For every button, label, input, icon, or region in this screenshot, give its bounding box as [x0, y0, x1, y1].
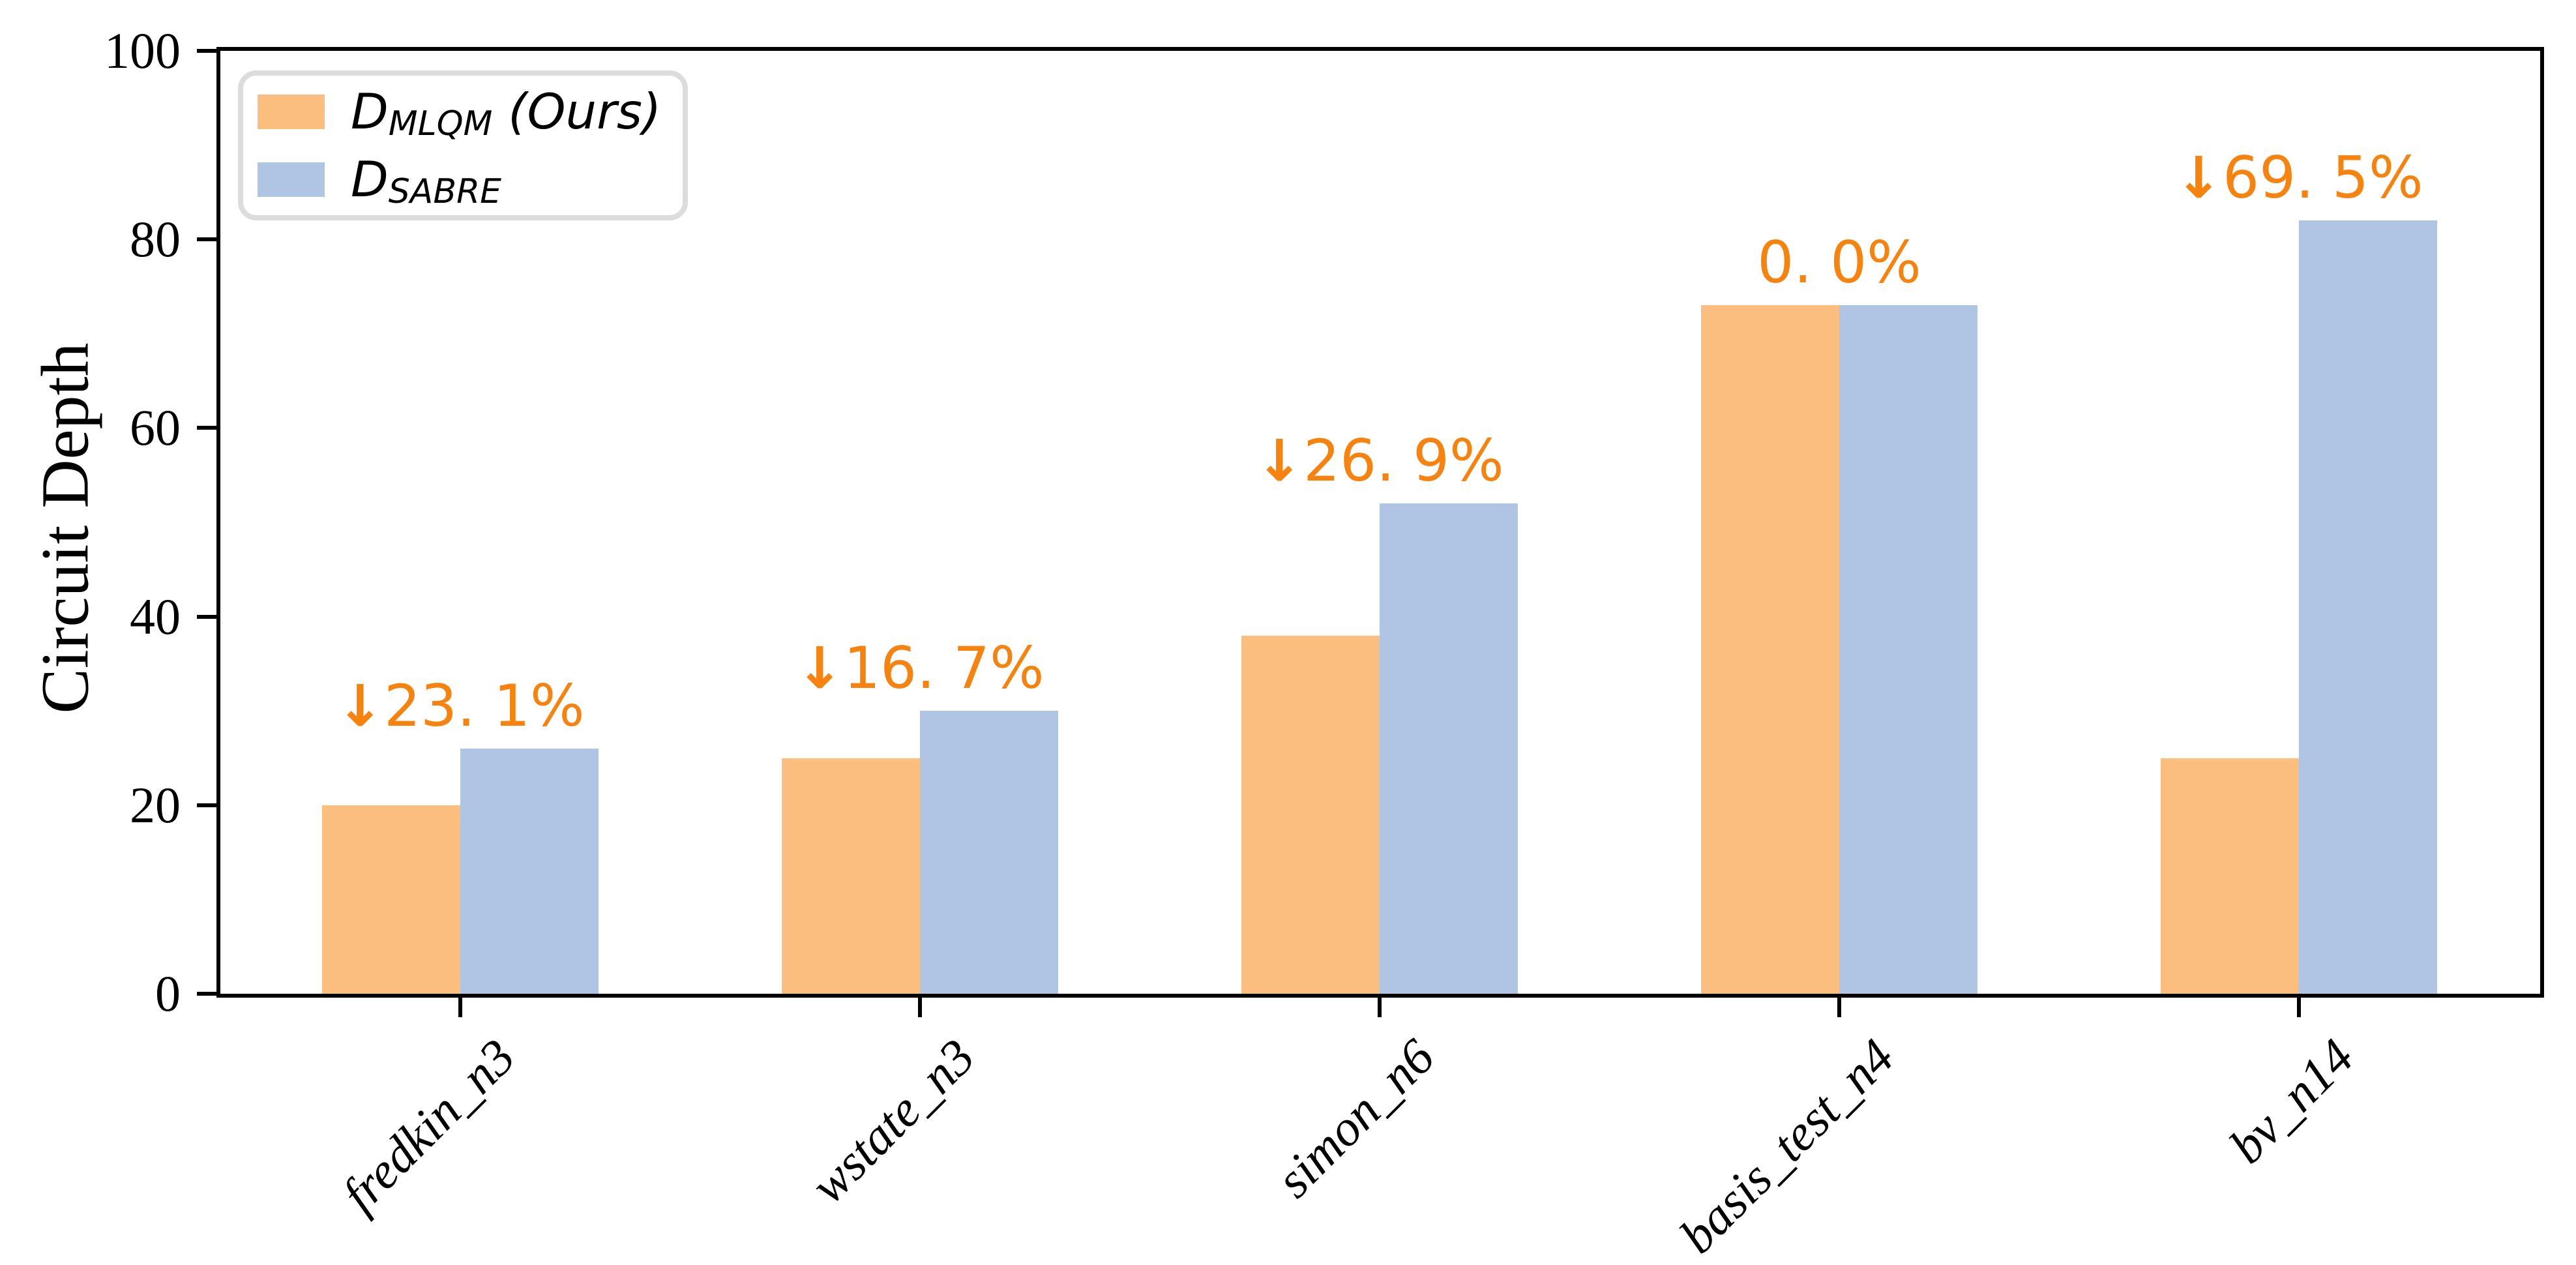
y-tick-mark-80 — [197, 237, 216, 242]
bar-sabre-wstate_n3 — [920, 711, 1058, 994]
bar-sabre-fredkin_n3 — [460, 749, 599, 994]
bar-mlqm-basis_test_n4 — [1701, 305, 1839, 994]
y-tick-mark-40 — [197, 614, 216, 619]
legend-swatch-mlqm — [258, 94, 325, 129]
y-tick-label-100: 100 — [104, 22, 181, 79]
x-tick-mark-wstate_n3 — [918, 998, 922, 1017]
x-tick-mark-basis_test_n4 — [1837, 998, 1841, 1017]
y-tick-mark-100 — [197, 49, 216, 53]
y-tick-label-60: 60 — [130, 399, 181, 456]
x-tick-label-fredkin_n3: fredkin_n3 — [331, 1028, 526, 1223]
legend: DMLQM (Ours) DSABRE — [238, 70, 688, 220]
plot-area — [216, 47, 2544, 998]
down-arrow-icon: ↓ — [1255, 427, 1304, 495]
bar-sabre-basis_test_n4 — [1839, 305, 1977, 994]
y-tick-label-80: 80 — [130, 211, 181, 268]
bar-sabre-simon_n6 — [1380, 503, 1518, 994]
legend-item-sabre: DSABRE — [258, 151, 683, 212]
annotation-basis_test_n4: 0. 0% — [1757, 229, 1921, 297]
annotation-wstate_n3: ↓16. 7% — [795, 634, 1044, 702]
bar-mlqm-bv_n14 — [2161, 758, 2299, 994]
bar-sabre-bv_n14 — [2299, 220, 2437, 994]
y-tick-label-0: 0 — [155, 965, 181, 1022]
x-tick-mark-fredkin_n3 — [458, 998, 462, 1017]
y-tick-mark-20 — [197, 803, 216, 807]
annotation-fredkin_n3: ↓23. 1% — [336, 672, 585, 740]
annotation-bv_n14: ↓69. 5% — [2174, 144, 2423, 212]
y-tick-label-40: 40 — [130, 588, 181, 645]
legend-swatch-sabre — [258, 162, 325, 197]
bar-mlqm-simon_n6 — [1241, 635, 1380, 994]
down-arrow-icon: ↓ — [795, 634, 844, 702]
x-tick-mark-bv_n14 — [2297, 998, 2301, 1017]
legend-label-sabre: DSABRE — [351, 151, 502, 212]
down-arrow-icon: ↓ — [336, 672, 385, 740]
down-arrow-icon: ↓ — [2174, 144, 2223, 212]
annotation-simon_n6: ↓26. 9% — [1255, 427, 1504, 495]
bar-mlqm-fredkin_n3 — [322, 805, 460, 994]
x-tick-mark-simon_n6 — [1378, 998, 1382, 1017]
legend-label-mlqm: DMLQM (Ours) — [351, 83, 662, 144]
y-tick-mark-0 — [197, 992, 216, 996]
y-tick-label-20: 20 — [130, 776, 181, 833]
y-tick-mark-60 — [197, 426, 216, 430]
bar-mlqm-wstate_n3 — [782, 758, 920, 994]
legend-item-mlqm: DMLQM (Ours) — [258, 83, 683, 144]
